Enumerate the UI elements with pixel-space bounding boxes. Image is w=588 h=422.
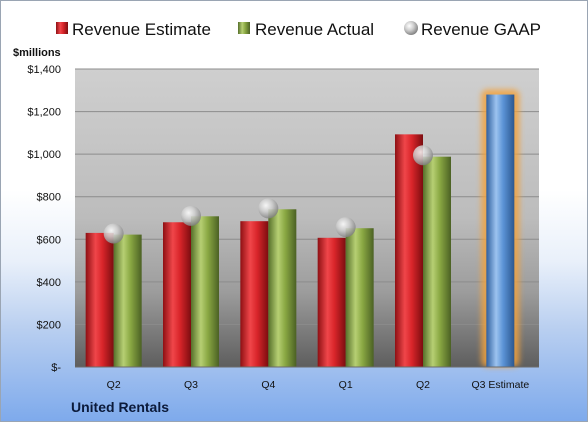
y-tick-label: $400	[37, 277, 61, 289]
y-axis-ticks: $- $200 $400 $600 $800 $1,000 $1,200 $1,400	[27, 64, 61, 374]
x-axis-labels: Q2 Q3 Q4 Q1 Q2 Q3 Estimate	[107, 379, 530, 391]
y-tick-label: $-	[51, 362, 61, 374]
y-tick-label: $1,000	[27, 149, 61, 161]
x-category-label: Q3	[184, 379, 198, 391]
x-category-label: Q3 Estimate	[471, 379, 529, 391]
bar-revenue-actual	[268, 209, 297, 367]
x-category-label: Q2	[416, 379, 430, 391]
bar-revenue-estimate	[317, 237, 346, 367]
gaap-markers	[103, 145, 433, 244]
gaap-sphere-marker	[413, 145, 433, 166]
bars	[85, 89, 520, 368]
bar-revenue-actual	[113, 234, 142, 367]
company-name: United Rentals	[71, 399, 169, 415]
gaap-sphere-marker	[258, 198, 279, 219]
bar-revenue-estimate	[163, 222, 191, 367]
y-tick-label: $800	[37, 192, 61, 204]
bar-revenue-estimate	[395, 134, 423, 367]
legend-label-actual: Revenue Actual	[255, 20, 374, 39]
x-category-label: Q4	[261, 379, 275, 391]
legend-swatch-estimate	[56, 22, 68, 34]
y-tick-label: $600	[37, 234, 61, 246]
legend-label-estimate: Revenue Estimate	[72, 20, 211, 39]
y-axis-unit-label: $millions	[13, 47, 61, 59]
x-category-label: Q2	[107, 379, 121, 391]
bar-revenue-estimate	[240, 221, 269, 367]
y-tick-label: $1,200	[27, 107, 61, 119]
gaap-sphere-marker	[181, 205, 201, 226]
gaap-sphere-marker	[103, 223, 124, 244]
bar-q3-estimate	[486, 94, 515, 368]
legend-swatch-actual	[238, 22, 250, 34]
bar-revenue-actual	[191, 216, 219, 367]
legend-swatch-gaap	[404, 21, 418, 35]
bar-revenue-actual	[345, 228, 374, 367]
legend: Revenue Estimate Revenue Actual Revenue …	[56, 20, 541, 39]
gaap-sphere-marker	[335, 217, 356, 238]
plot-area	[75, 69, 539, 367]
bar-revenue-estimate	[85, 232, 114, 367]
legend-label-gaap: Revenue GAAP	[421, 20, 541, 39]
y-tick-label: $1,400	[27, 64, 61, 76]
x-category-label: Q1	[339, 379, 353, 391]
gridlines	[75, 68, 539, 325]
y-tick-label: $200	[37, 319, 61, 331]
bar-revenue-actual	[423, 156, 451, 367]
